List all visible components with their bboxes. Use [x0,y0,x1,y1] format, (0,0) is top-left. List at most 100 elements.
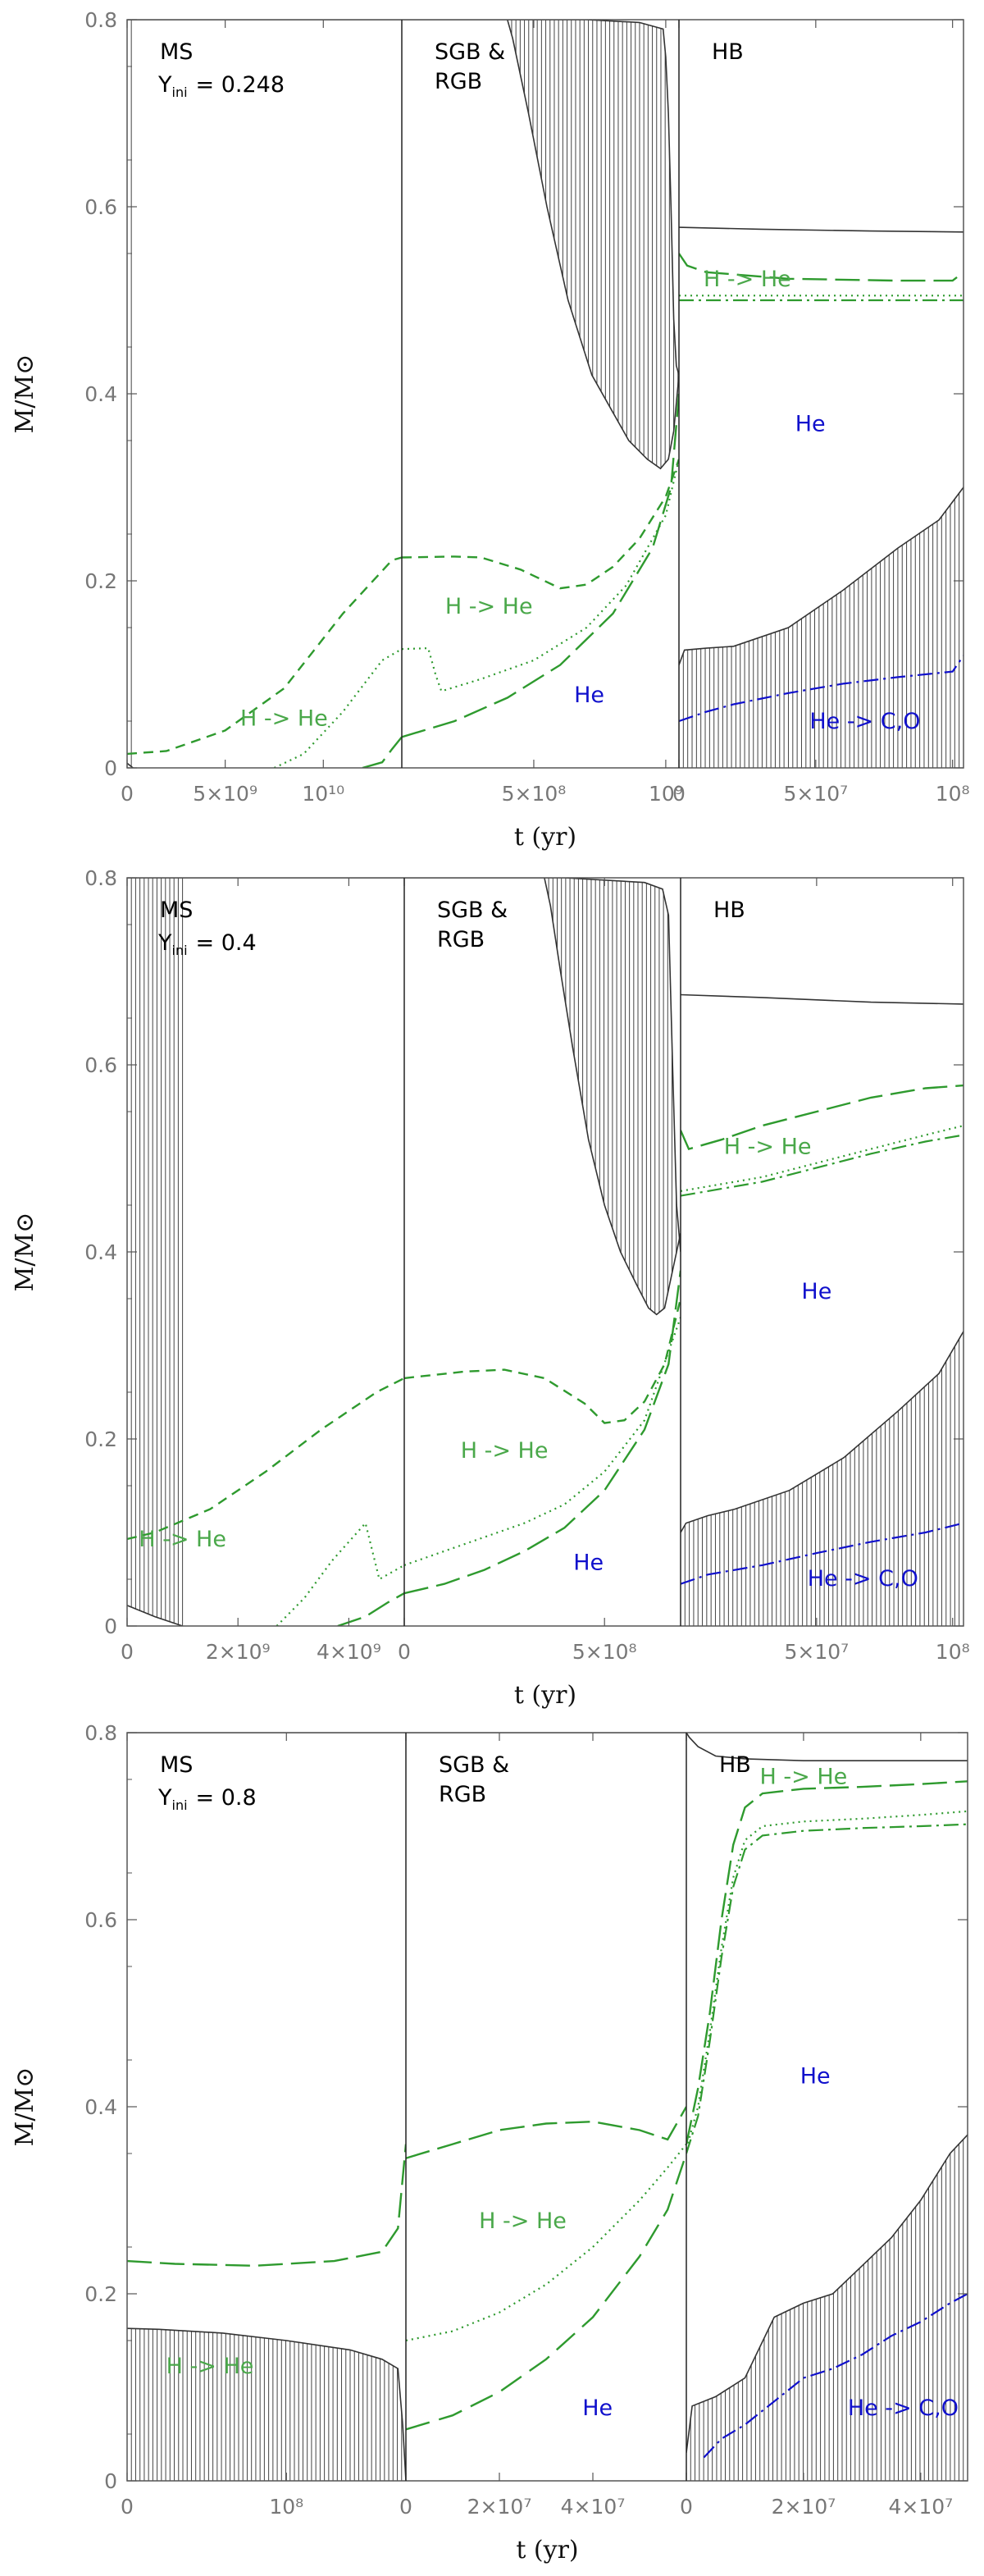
hatch-region [127,2328,403,2481]
panel-sgb: 5×10⁸ 10⁹ SGB & RGB H -> He He [402,20,683,806]
x-tick-label: 0 [121,782,134,806]
hatch-region [127,878,184,1626]
region-label: He -> C,O [808,1566,918,1592]
region-label: H -> He [461,1438,549,1464]
hatch-region [548,878,681,1313]
region-label: He [800,2064,831,2090]
x-axis-title: t (yr) [516,2536,578,2565]
curve-dotted [402,459,679,692]
curve-short-dash [127,556,402,756]
x-tick-label: 10⁸ [936,782,970,806]
curve-short-dash [402,459,679,590]
panel-hb: 0 5×10⁷ 10⁸ HB H -> He He He -> C,O [672,20,970,806]
x-tick-label: 0 [399,2495,412,2519]
curve-top [679,226,963,233]
x-tick-label: 2×10⁷ [772,2495,836,2519]
x-tick-label: 4×10⁷ [888,2495,953,2519]
curve-long-dash [686,1780,968,2144]
region-label: H -> He [760,1765,848,1790]
curve-green-dashdot [681,1134,963,1197]
curve-dotted [274,648,402,768]
figure-1: 0 5×10⁹ 10¹⁰ MS Yini = 0.248 H -> He 5×10⁸ 10⁹ SG… [11,8,970,852]
yini-label: Yini = 0.4 [157,930,257,958]
curve-blue-dashdot [703,2293,968,2459]
figure-2: 0 2×10⁹ 4×10⁹ MS Yini = 0.4 H -> He 0 5×10⁸ SGB &… [11,866,970,1710]
curve-top [402,20,679,376]
x-axis-title: t (yr) [514,1681,576,1710]
curve-long-dash [406,2106,686,2159]
panel-label-line2: RGB [439,1782,486,1807]
curve-short-dash [127,1377,404,1541]
yini-label: Yini = 0.8 [157,1785,257,1813]
region-label: He -> C,O [848,2396,959,2421]
region-label: H -> He [445,594,533,619]
x-tick-label: 10¹⁰ [302,782,344,806]
region-label: H -> He [704,267,791,292]
curve-short-dash [404,1298,681,1424]
region-label: He -> C,O [809,709,920,734]
panel-label: SGB & [437,897,508,923]
x-tick-label: 5×10⁷ [783,782,848,806]
curve-long-dash [127,2144,406,2268]
y-tick-label: 0.2 [84,1427,117,1451]
panel-label-line2: RGB [435,69,482,94]
region-label: H -> He [724,1134,812,1159]
x-tick-label: 0 [672,782,686,806]
curve-long-dash [679,253,963,282]
region-label: He [795,412,826,437]
y-tick-label: 0.2 [84,2282,117,2306]
panel-label: MS [160,897,193,923]
panel-label: SGB & [435,39,505,65]
y-tick-label: 0 [104,1615,117,1638]
y-tick-label: 0.4 [84,1240,117,1264]
hatch-region [679,487,963,768]
curve-envelope [681,1331,963,1533]
curve-long-dash-low [406,2153,686,2431]
hatch-region [511,20,679,468]
x-tick-label: 2×10⁷ [467,2495,532,2519]
region-label: H -> He [166,2354,254,2379]
y-tick-label: 0.6 [84,1908,117,1932]
curve-envelope [127,2327,406,2481]
y-tick-label: 0.4 [84,2095,117,2119]
figure-3: 0 10⁸ MS Yini = 0.8 H -> He 0 2×10⁷ 4×10⁷ SGB & RG… [11,1721,968,2565]
curve-dotted [404,1317,681,1566]
x-tick-label: 0 [680,2495,693,2519]
region-label: He [573,1551,604,1576]
region-label: He [574,683,604,708]
x-tick-label: 0 [121,1640,134,1664]
panel-label: SGB & [439,1752,509,1778]
panel-label: HB [713,897,745,923]
curve-long-dash [404,1270,681,1595]
curve-envelope [127,1605,183,1626]
y-tick-label: 0 [104,756,117,780]
region-label: H -> He [479,2208,567,2234]
x-tick-label: 4×10⁹ [317,1640,381,1664]
plot-frame [126,19,964,769]
region-label: He [582,2396,613,2421]
curve-dotted [686,1810,968,2149]
x-tick-label: 5×10⁹ [193,782,257,806]
panel-label: MS [160,1752,193,1778]
curve-dotted [406,2143,686,2342]
curve-dotted [276,1521,404,1626]
x-tick-label: 4×10⁷ [561,2495,626,2519]
y-tick-label: 0.2 [84,569,117,593]
x-tick-label: 5×10⁷ [785,1640,850,1664]
y-tick-label: 0.8 [84,1721,117,1745]
panel-hb: 0 2×10⁷ 4×10⁷ HB H -> He He He -> C,O [680,1733,968,2519]
hatch-region [686,2135,968,2481]
panel-sgb: 0 5×10⁸ SGB & RGB H -> He He [398,878,681,1664]
y-tick-label: 0.8 [84,866,117,890]
curve-envelope [544,878,681,1316]
x-tick-label: 2×10⁹ [206,1640,271,1664]
panel-ms: 0 5×10⁹ 10¹⁰ MS Yini = 0.248 H -> He [121,20,402,806]
curve-envelope [127,762,134,768]
x-tick-label: 0 [121,2495,134,2519]
hatch-region [681,1331,963,1626]
region-label: He [801,1279,831,1304]
curve-top [686,1733,968,1761]
curve-long-dash [337,1592,404,1626]
curve-long-dash [362,736,402,768]
